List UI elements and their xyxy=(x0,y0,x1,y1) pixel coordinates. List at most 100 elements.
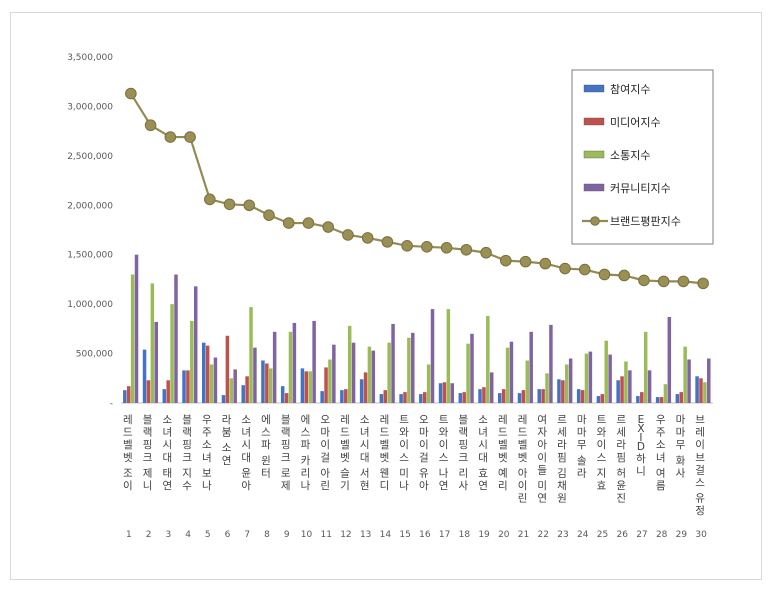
bar xyxy=(482,387,486,403)
x-rank-label: 19 xyxy=(478,530,490,540)
bar xyxy=(596,396,601,403)
x-rank-label: 10 xyxy=(301,530,313,540)
x-rank-label: 1 xyxy=(126,530,132,540)
bar xyxy=(182,370,186,403)
bar xyxy=(549,324,553,403)
x-rank-label: 25 xyxy=(597,530,608,540)
x-rank-label: 15 xyxy=(399,530,410,540)
bar xyxy=(261,360,265,403)
x-rank-label: 13 xyxy=(360,530,371,540)
line-point xyxy=(342,229,354,241)
bar xyxy=(162,389,167,403)
line-point xyxy=(539,257,552,270)
bar xyxy=(640,392,644,403)
bar xyxy=(340,390,344,403)
bar xyxy=(249,307,253,403)
x-rank-label: 3 xyxy=(165,530,171,540)
x-rank-label: 11 xyxy=(320,530,331,540)
line-point xyxy=(223,198,236,211)
x-rank-label: 24 xyxy=(577,530,589,540)
bar xyxy=(600,394,605,403)
legend-label: 커뮤니티지수 xyxy=(610,182,671,195)
bar xyxy=(383,390,387,403)
bar xyxy=(489,372,494,403)
bar xyxy=(568,358,573,403)
legend-label: 브랜드평판지수 xyxy=(610,215,681,228)
line-point xyxy=(440,241,453,254)
bar xyxy=(367,346,372,403)
bar xyxy=(403,392,407,403)
bar xyxy=(344,389,348,403)
bar xyxy=(328,359,332,403)
bar xyxy=(292,322,297,403)
x-rank-label: 4 xyxy=(185,530,191,540)
bar xyxy=(584,353,589,403)
bar xyxy=(324,367,328,403)
y-tick-label: - xyxy=(110,399,113,409)
bar xyxy=(561,380,565,403)
y-tick-label: 1,000,000 xyxy=(67,300,113,310)
bar xyxy=(667,316,672,403)
line-series xyxy=(125,87,709,290)
bar xyxy=(501,389,506,403)
y-tick-label: 1,500,000 xyxy=(67,251,113,261)
bar xyxy=(486,316,490,403)
legend-swatch xyxy=(583,117,605,126)
bar xyxy=(233,369,237,403)
bar xyxy=(205,345,210,403)
bar xyxy=(620,376,624,403)
bar xyxy=(280,386,285,403)
bar xyxy=(213,357,218,403)
line-point xyxy=(697,277,709,290)
bar xyxy=(221,395,226,403)
bar xyxy=(521,390,526,403)
bar xyxy=(525,360,530,403)
y-tick-label: 2,500,000 xyxy=(67,152,113,162)
bar xyxy=(166,380,170,403)
bar xyxy=(604,340,608,403)
bar xyxy=(565,364,569,403)
x-rank-label: 7 xyxy=(244,530,250,540)
x-rank-label: 2 xyxy=(146,530,152,540)
line-point xyxy=(282,217,295,229)
line-point xyxy=(480,246,492,259)
bar xyxy=(304,371,309,403)
bar-series xyxy=(123,254,711,403)
line-point xyxy=(598,268,611,281)
bar xyxy=(687,359,691,403)
legend-swatch-marker xyxy=(590,216,600,226)
bar xyxy=(675,394,680,403)
bar xyxy=(679,392,683,403)
line-point xyxy=(638,274,650,287)
bar xyxy=(695,376,699,403)
bar xyxy=(557,379,561,403)
bar xyxy=(545,373,549,403)
bar xyxy=(126,386,131,403)
bar xyxy=(284,393,289,403)
bar xyxy=(442,382,447,403)
bar xyxy=(269,368,273,403)
bar xyxy=(470,333,474,403)
bar xyxy=(407,337,411,403)
line-point xyxy=(361,232,374,244)
bar xyxy=(636,396,640,403)
line-point xyxy=(302,217,315,229)
x-rank-label: 28 xyxy=(656,530,668,540)
bar xyxy=(193,286,198,403)
bar xyxy=(608,354,612,403)
bar xyxy=(371,350,376,403)
bar xyxy=(174,274,178,403)
y-axis-labels: - 500,000 1,000,000 1,500,000 2,000,000 2,500… xyxy=(67,53,113,409)
line-point xyxy=(657,275,670,288)
line-point xyxy=(578,263,591,276)
